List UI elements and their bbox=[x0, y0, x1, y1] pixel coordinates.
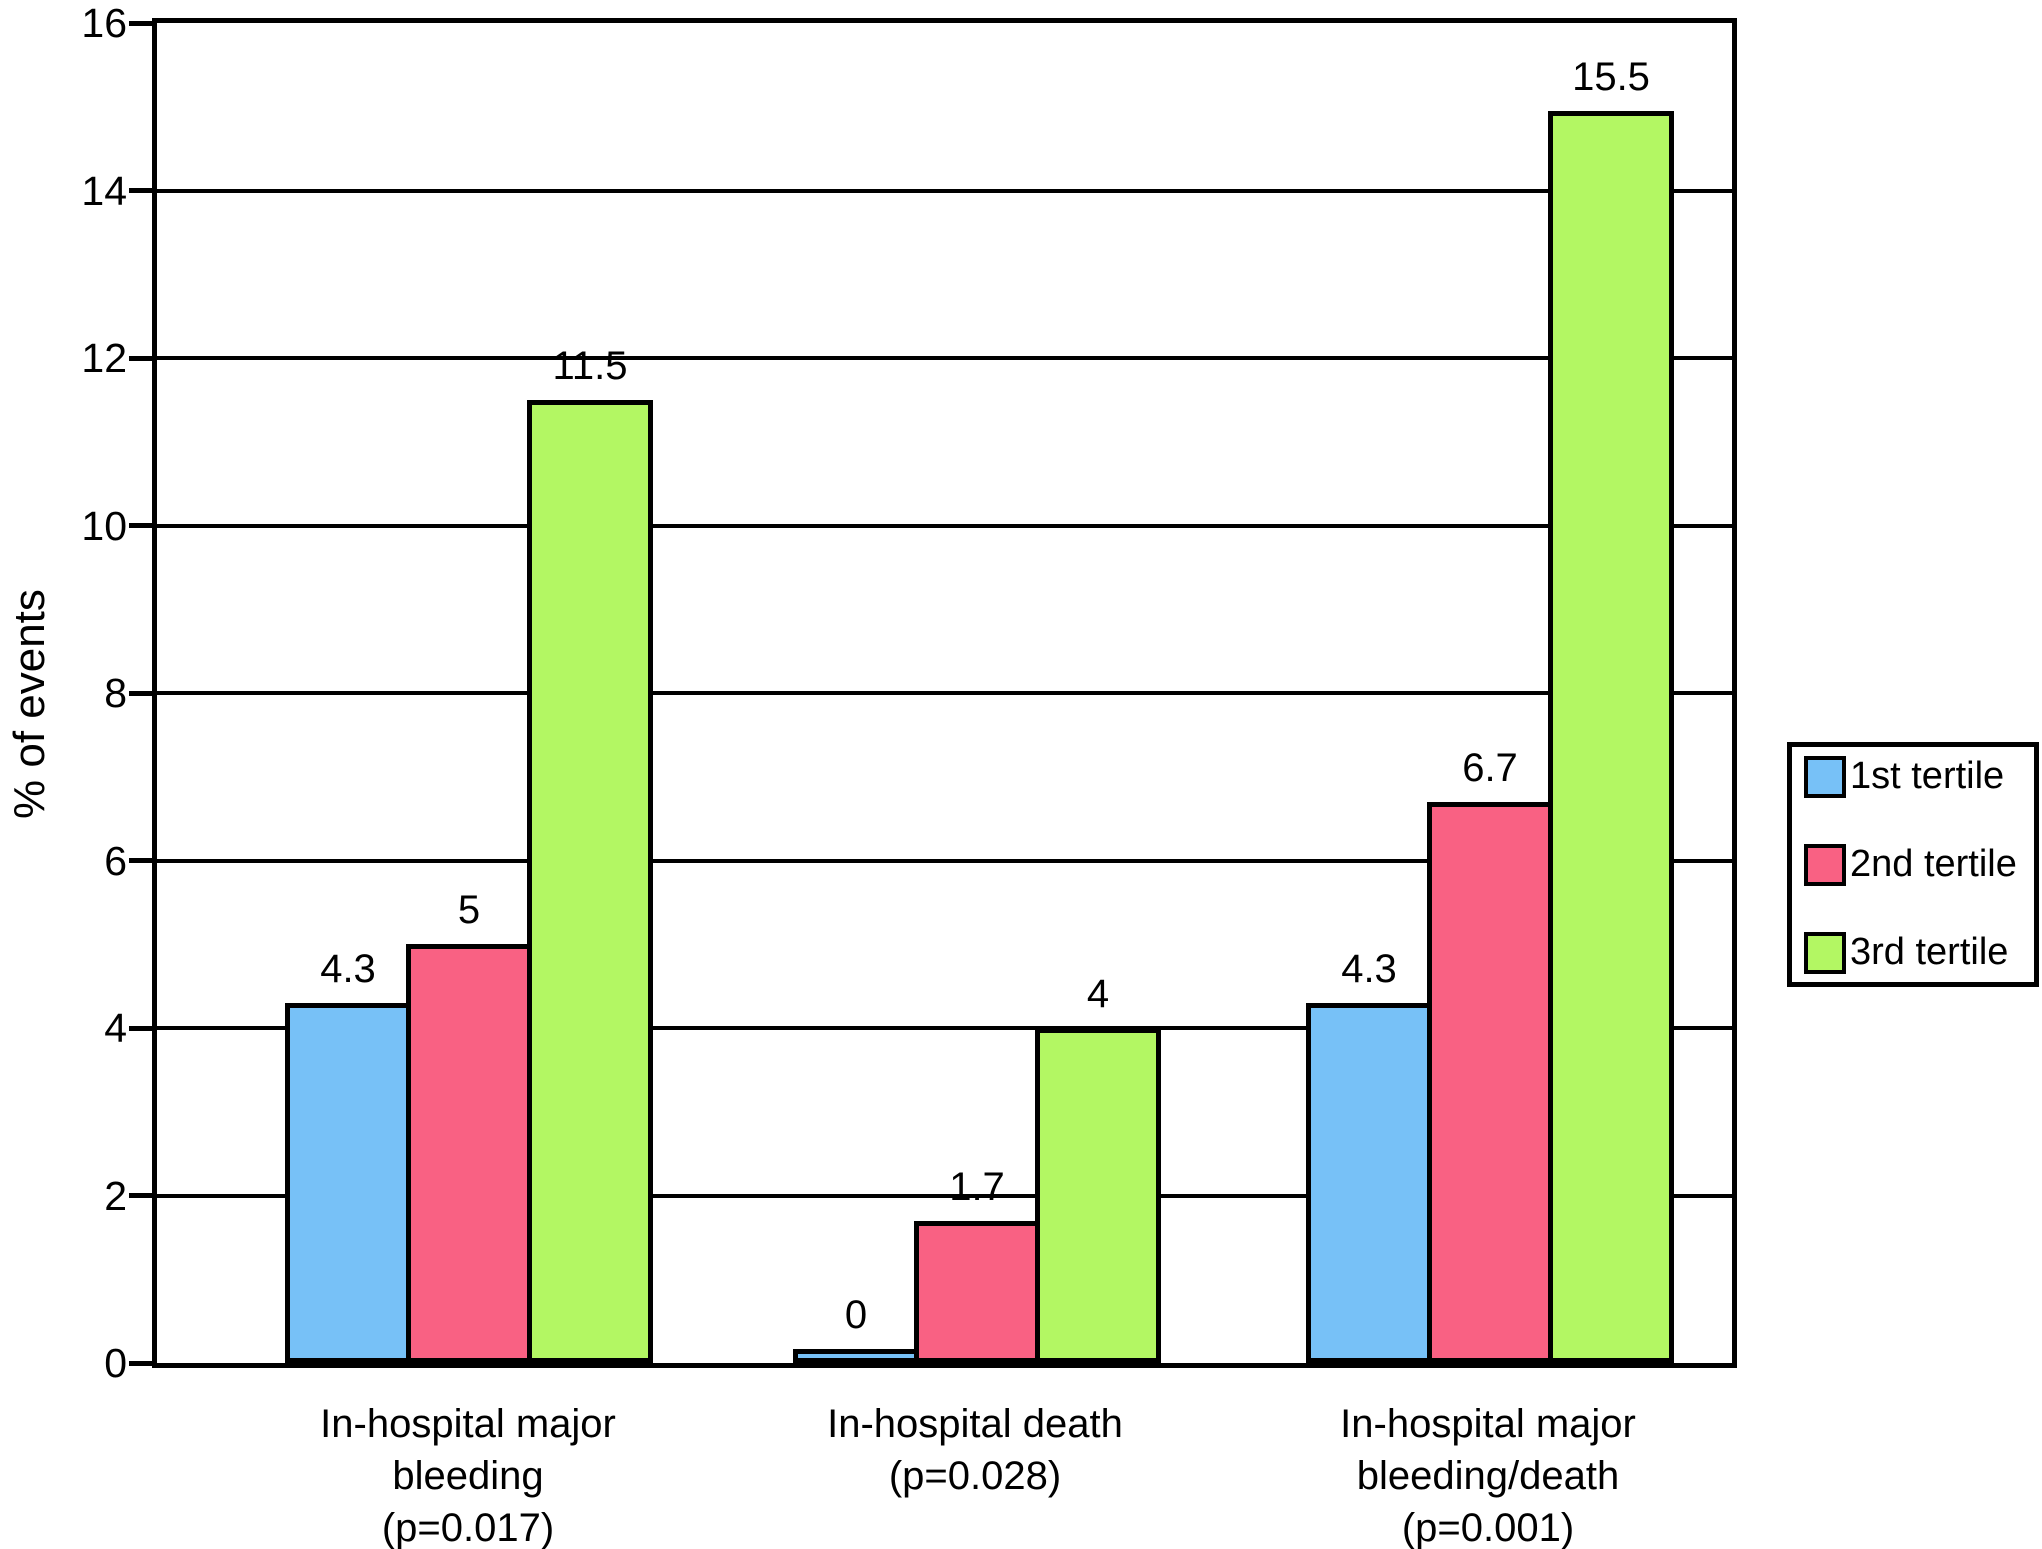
y-tick-mark bbox=[129, 523, 154, 528]
category-label: In-hospital death (p=0.028) bbox=[675, 1398, 1275, 1502]
y-tick-mark bbox=[129, 858, 154, 863]
bar-3rd-tertile-c1 bbox=[527, 400, 653, 1363]
category-label-line: In-hospital death bbox=[827, 1402, 1123, 1446]
legend-label: 1st tertile bbox=[1850, 755, 2005, 797]
bar-value-label: 0 bbox=[844, 1293, 868, 1337]
y-tick-label: 10 bbox=[81, 503, 127, 549]
legend: 1st tertile 2nd tertile 3rd tertile bbox=[1787, 742, 2039, 987]
bar-2nd-tertile-c3 bbox=[1427, 802, 1553, 1363]
bar-value-label: 6.7 bbox=[1462, 746, 1518, 790]
gridline bbox=[157, 356, 1732, 360]
y-tick-label: 6 bbox=[104, 838, 127, 884]
y-tick-label: 8 bbox=[104, 670, 127, 716]
bar-3rd-tertile-c3 bbox=[1548, 111, 1674, 1363]
y-tick-mark bbox=[129, 188, 154, 193]
plot-area: 4.3 5 11.5 0 1.7 4 4.3 6.7 15.5 bbox=[152, 18, 1737, 1368]
bar-value-label: 1.7 bbox=[949, 1165, 1005, 1209]
legend-item-2nd-tertile: 2nd tertile bbox=[1804, 843, 2032, 886]
y-tick-label: 14 bbox=[81, 168, 127, 214]
legend-swatch bbox=[1804, 931, 1846, 974]
y-tick-mark bbox=[129, 691, 154, 696]
plot-inner: 4.3 5 11.5 0 1.7 4 4.3 6.7 15.5 bbox=[157, 23, 1732, 1363]
bar-value-label: 4 bbox=[1086, 972, 1110, 1016]
bar-1st-tertile-c3 bbox=[1306, 1003, 1432, 1363]
y-tick-label: 0 bbox=[104, 1340, 127, 1386]
gridline bbox=[157, 524, 1732, 528]
legend-label: 3rd tertile bbox=[1850, 931, 2009, 973]
y-tick-label: 12 bbox=[81, 335, 127, 381]
y-tick-mark bbox=[129, 1193, 154, 1198]
bar-2nd-tertile-c2 bbox=[914, 1221, 1040, 1363]
bar-value-label: 4.3 bbox=[320, 947, 376, 991]
category-label-line: In-hospital major bbox=[320, 1402, 616, 1446]
category-label-line: (p=0.001) bbox=[1401, 1506, 1575, 1549]
legend-swatch bbox=[1804, 755, 1846, 798]
category-label: In-hospital major bleeding/death (p=0.001) bbox=[1188, 1398, 1788, 1549]
legend-label: 2nd tertile bbox=[1850, 843, 2017, 885]
bar-2nd-tertile-c1 bbox=[406, 944, 532, 1363]
bar-1st-tertile-c2 bbox=[793, 1349, 919, 1363]
bar-value-label: 5 bbox=[457, 888, 481, 932]
gridline bbox=[157, 1026, 1732, 1030]
gridline bbox=[157, 859, 1732, 863]
y-tick-mark bbox=[129, 21, 154, 26]
y-tick-mark bbox=[129, 356, 154, 361]
category-label-line: bleeding/death bbox=[1356, 1454, 1620, 1498]
y-tick-label: 2 bbox=[104, 1173, 127, 1219]
category-label: In-hospital major bleeding (p=0.017) bbox=[168, 1398, 768, 1549]
y-tick-mark bbox=[129, 1361, 154, 1366]
y-tick-mark bbox=[129, 1026, 154, 1031]
bar-value-label: 4.3 bbox=[1341, 947, 1397, 991]
legend-swatch bbox=[1804, 843, 1846, 886]
bar-3rd-tertile-c2 bbox=[1035, 1028, 1161, 1363]
category-label-line: (p=0.017) bbox=[381, 1506, 555, 1549]
y-tick-label: 16 bbox=[81, 0, 127, 46]
legend-item-3rd-tertile: 3rd tertile bbox=[1804, 931, 2032, 974]
y-tick-label: 4 bbox=[104, 1005, 127, 1051]
category-label-line: (p=0.028) bbox=[888, 1454, 1062, 1498]
gridline bbox=[157, 189, 1732, 193]
bar-value-label: 15.5 bbox=[1572, 55, 1650, 99]
gridline bbox=[157, 1194, 1732, 1198]
category-label-line: In-hospital major bbox=[1340, 1402, 1636, 1446]
category-label-line: bleeding bbox=[392, 1454, 544, 1498]
bar-1st-tertile-c1 bbox=[285, 1003, 411, 1363]
gridline bbox=[157, 691, 1732, 695]
legend-item-1st-tertile: 1st tertile bbox=[1804, 755, 2032, 798]
bar-value-label: 11.5 bbox=[552, 344, 628, 388]
